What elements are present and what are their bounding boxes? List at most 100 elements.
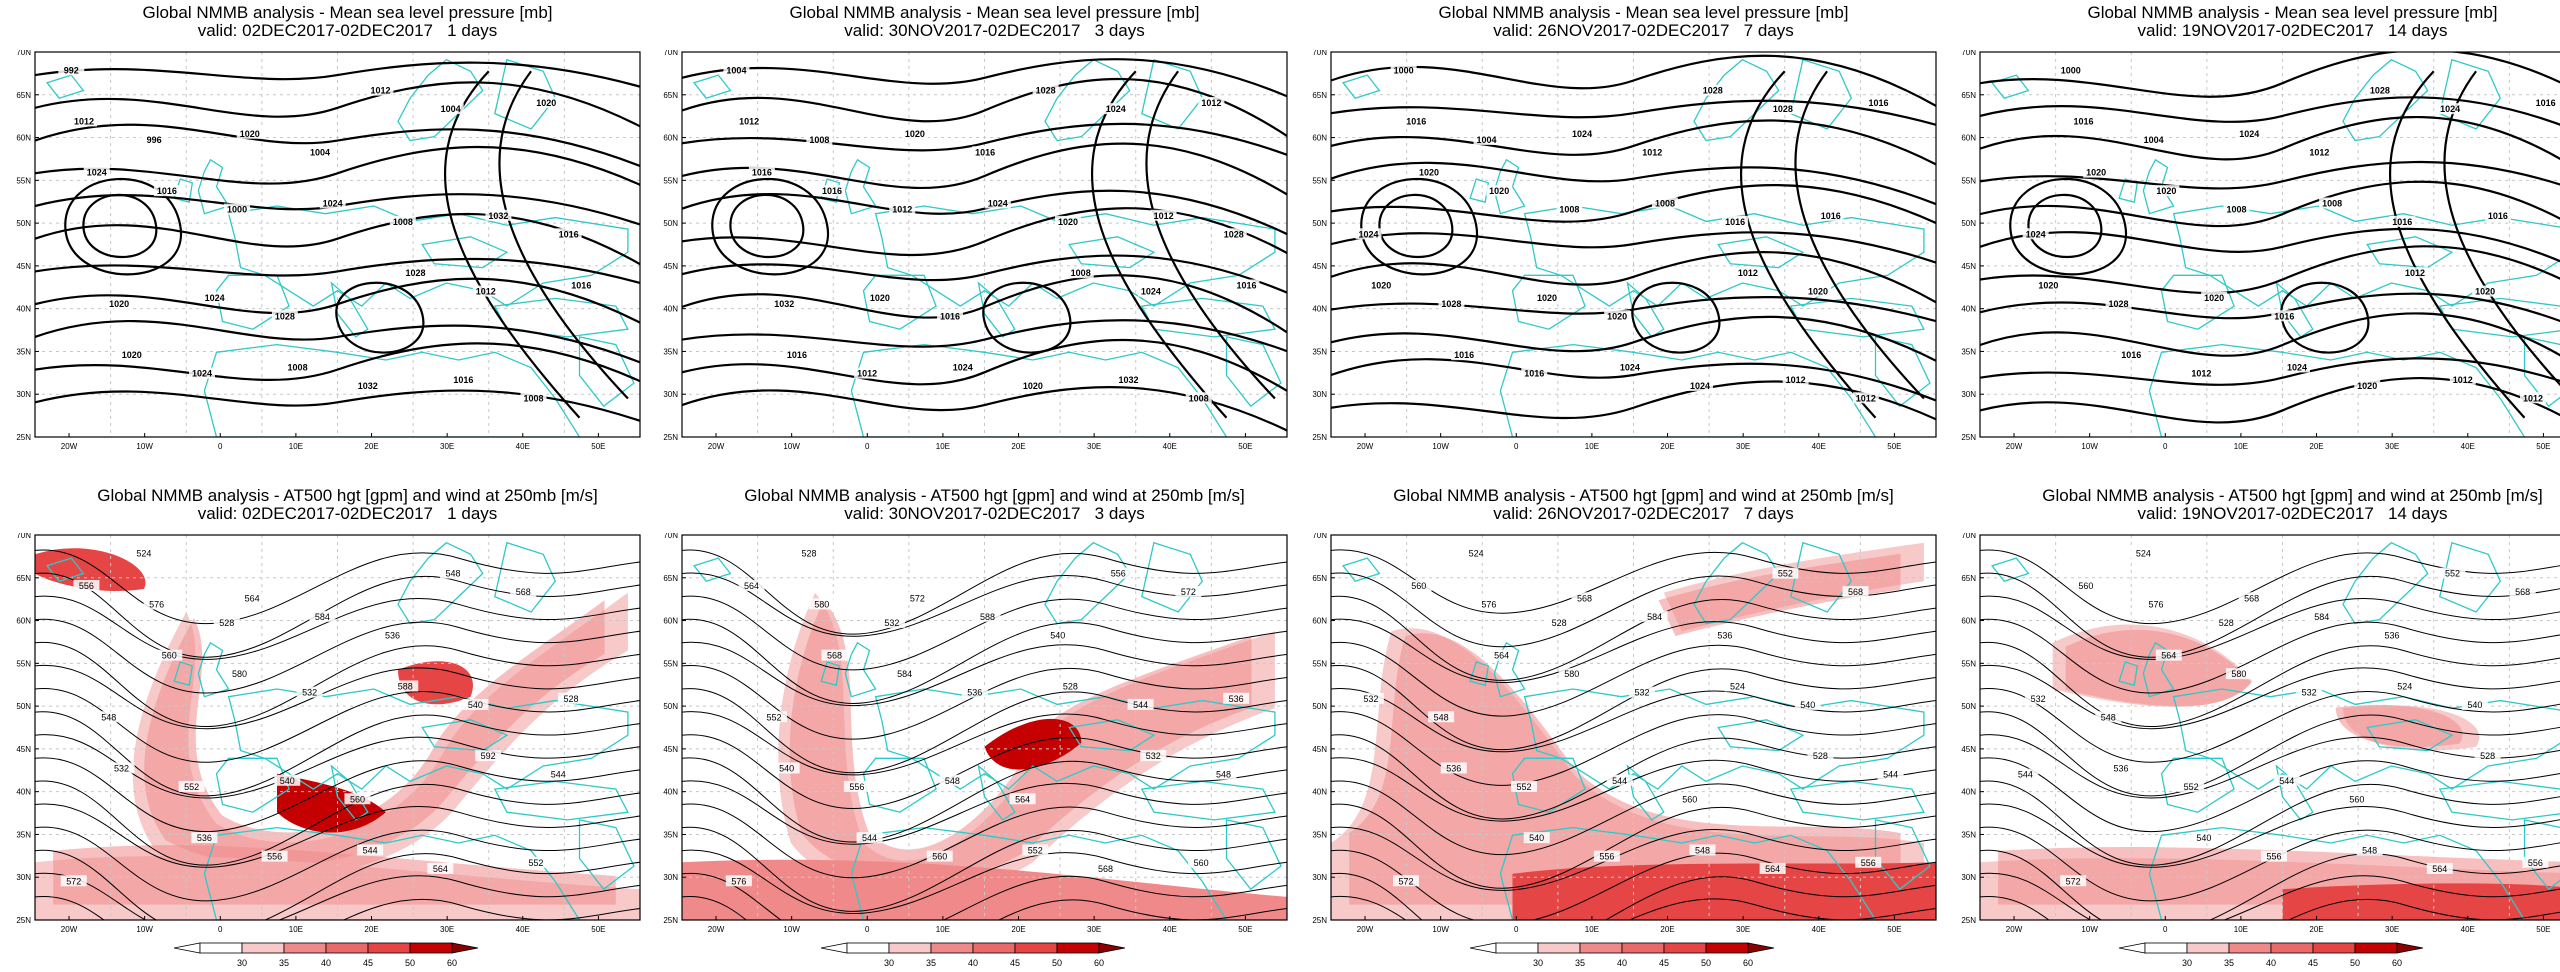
latitude-label: 25N xyxy=(1961,916,1976,925)
latitude-label: 65N xyxy=(16,574,31,583)
contour-label: 1020 xyxy=(1537,293,1557,303)
latitude-label: 25N xyxy=(1961,433,1976,442)
longitude-label: 10W xyxy=(2081,925,2098,934)
latitude-label: 40N xyxy=(663,305,678,314)
contour-label: 548 xyxy=(1695,845,1710,855)
longitude-label: 30E xyxy=(440,442,454,451)
longitude-label: 0 xyxy=(2163,925,2168,934)
latitude-label: 60N xyxy=(16,617,31,626)
contour-label: 1020 xyxy=(1607,311,1627,321)
colorbar-arrow-low xyxy=(2119,943,2145,953)
latitude-label: 65N xyxy=(663,91,678,100)
longitude-label: 30E xyxy=(1087,925,1101,934)
colorbar-segment xyxy=(2355,943,2397,953)
latitude-label: 65N xyxy=(1312,91,1327,100)
longitude-label: 10W xyxy=(783,925,800,934)
longitude-label: 10E xyxy=(1585,925,1599,934)
wind-speed-shading xyxy=(1513,862,1937,920)
longitude-label: 10E xyxy=(289,442,303,451)
longitude-label: 10E xyxy=(2234,442,2248,451)
latitude-label: 60N xyxy=(1312,134,1327,143)
latitude-label: 25N xyxy=(1312,433,1327,442)
panel-title: Global NMMB analysis - Mean sea level pr… xyxy=(692,4,1297,21)
contour-label: 564 xyxy=(2432,864,2447,874)
contour-label: 1032 xyxy=(774,299,794,309)
colorbar-arrow-high xyxy=(452,943,478,953)
contour-label: 524 xyxy=(136,548,151,558)
colorbar-segment xyxy=(284,943,326,953)
mslp-map: 1000100410081012101610201024102810121016… xyxy=(1948,50,2560,461)
contour-label: 1012 xyxy=(1856,393,1876,403)
contour-label: 1012 xyxy=(1201,98,1221,108)
longitude-label: 20E xyxy=(364,925,378,934)
contour-label: 552 xyxy=(2445,569,2460,579)
isobar xyxy=(1331,185,1936,223)
contour-label: 1024 xyxy=(1690,381,1710,391)
latitude-label: 30N xyxy=(1312,390,1327,399)
latitude-label: 45N xyxy=(16,745,31,754)
latitude-label: 55N xyxy=(16,659,31,668)
contour-label: 1020 xyxy=(870,293,890,303)
contour-label: 1020 xyxy=(109,299,129,309)
contour-label: 528 xyxy=(219,618,234,628)
contour-label: 1016 xyxy=(1725,217,1745,227)
contour-label: 584 xyxy=(315,612,330,622)
contour-label: 580 xyxy=(1564,669,1579,679)
longitude-label: 40E xyxy=(1812,442,1826,451)
latitude-label: 25N xyxy=(663,433,678,442)
contour-label: 572 xyxy=(66,876,81,886)
contour-label: 536 xyxy=(385,630,400,640)
contour-label: 548 xyxy=(446,569,461,579)
z500-wind-map: 5245285325365405445485525565605645685725… xyxy=(1948,533,2560,944)
contour-label: 1012 xyxy=(74,116,94,126)
panel-subtitle: valid: 02DEC2017-02DEC2017 1 days xyxy=(45,505,650,522)
colorbar-segment xyxy=(1706,943,1748,953)
contour-label: 1016 xyxy=(1524,369,1544,379)
contour-label: 1020 xyxy=(1489,186,1509,196)
latitude-label: 30N xyxy=(16,390,31,399)
colorbar-segment xyxy=(242,943,284,953)
contour-label: 548 xyxy=(945,776,960,786)
longitude-label: 10W xyxy=(136,442,153,451)
latitude-label: 60N xyxy=(1961,134,1976,143)
longitude-label: 0 xyxy=(1514,442,1519,451)
longitude-label: 40E xyxy=(1812,925,1826,934)
colorbar-segment xyxy=(2313,943,2355,953)
panel-title: Global NMMB analysis - AT500 hgt [gpm] a… xyxy=(692,487,1297,504)
latitude-label: 45N xyxy=(663,745,678,754)
colorbar-arrow-high xyxy=(1748,943,1774,953)
longitude-label: 20W xyxy=(2006,925,2023,934)
z500-wind-map: 5285325365405445485525565605645685725765… xyxy=(650,533,1295,944)
contour-label: 1024 xyxy=(953,362,973,372)
latitude-label: 40N xyxy=(16,788,31,797)
longitude-label: 40E xyxy=(1163,925,1177,934)
colorbar-arrow-low xyxy=(174,943,200,953)
contour-label: 552 xyxy=(1028,845,1043,855)
contour-label: 548 xyxy=(101,712,116,722)
contour-label: 536 xyxy=(2384,630,2399,640)
wind-speed-shading xyxy=(2283,883,2560,920)
latitude-label: 30N xyxy=(1961,873,1976,882)
contour-label: 1016 xyxy=(975,147,995,157)
contour-label: 1024 xyxy=(2440,104,2460,114)
panel-title: Global NMMB analysis - Mean sea level pr… xyxy=(45,4,650,21)
latitude-label: 50N xyxy=(1312,219,1327,228)
colorbar-segment xyxy=(1538,943,1580,953)
isobar xyxy=(1146,71,1274,398)
isobar xyxy=(983,283,1070,353)
contour-label: 1024 xyxy=(2239,129,2259,139)
colorbar-segment xyxy=(1015,943,1057,953)
latitude-label: 50N xyxy=(1961,219,1976,228)
contour-label: 564 xyxy=(433,864,448,874)
longitude-label: 40E xyxy=(2461,925,2475,934)
colorbar-arrow-low xyxy=(821,943,847,953)
panel-title: Global NMMB analysis - AT500 hgt [gpm] a… xyxy=(1341,487,1946,504)
contour-label: 528 xyxy=(1063,681,1078,691)
contour-label: 1020 xyxy=(2086,168,2106,178)
contour-label: 1012 xyxy=(857,369,877,379)
geopotential-contour xyxy=(1980,758,2560,832)
contour-label: 1020 xyxy=(2475,287,2495,297)
contour-label: 532 xyxy=(2302,688,2317,698)
